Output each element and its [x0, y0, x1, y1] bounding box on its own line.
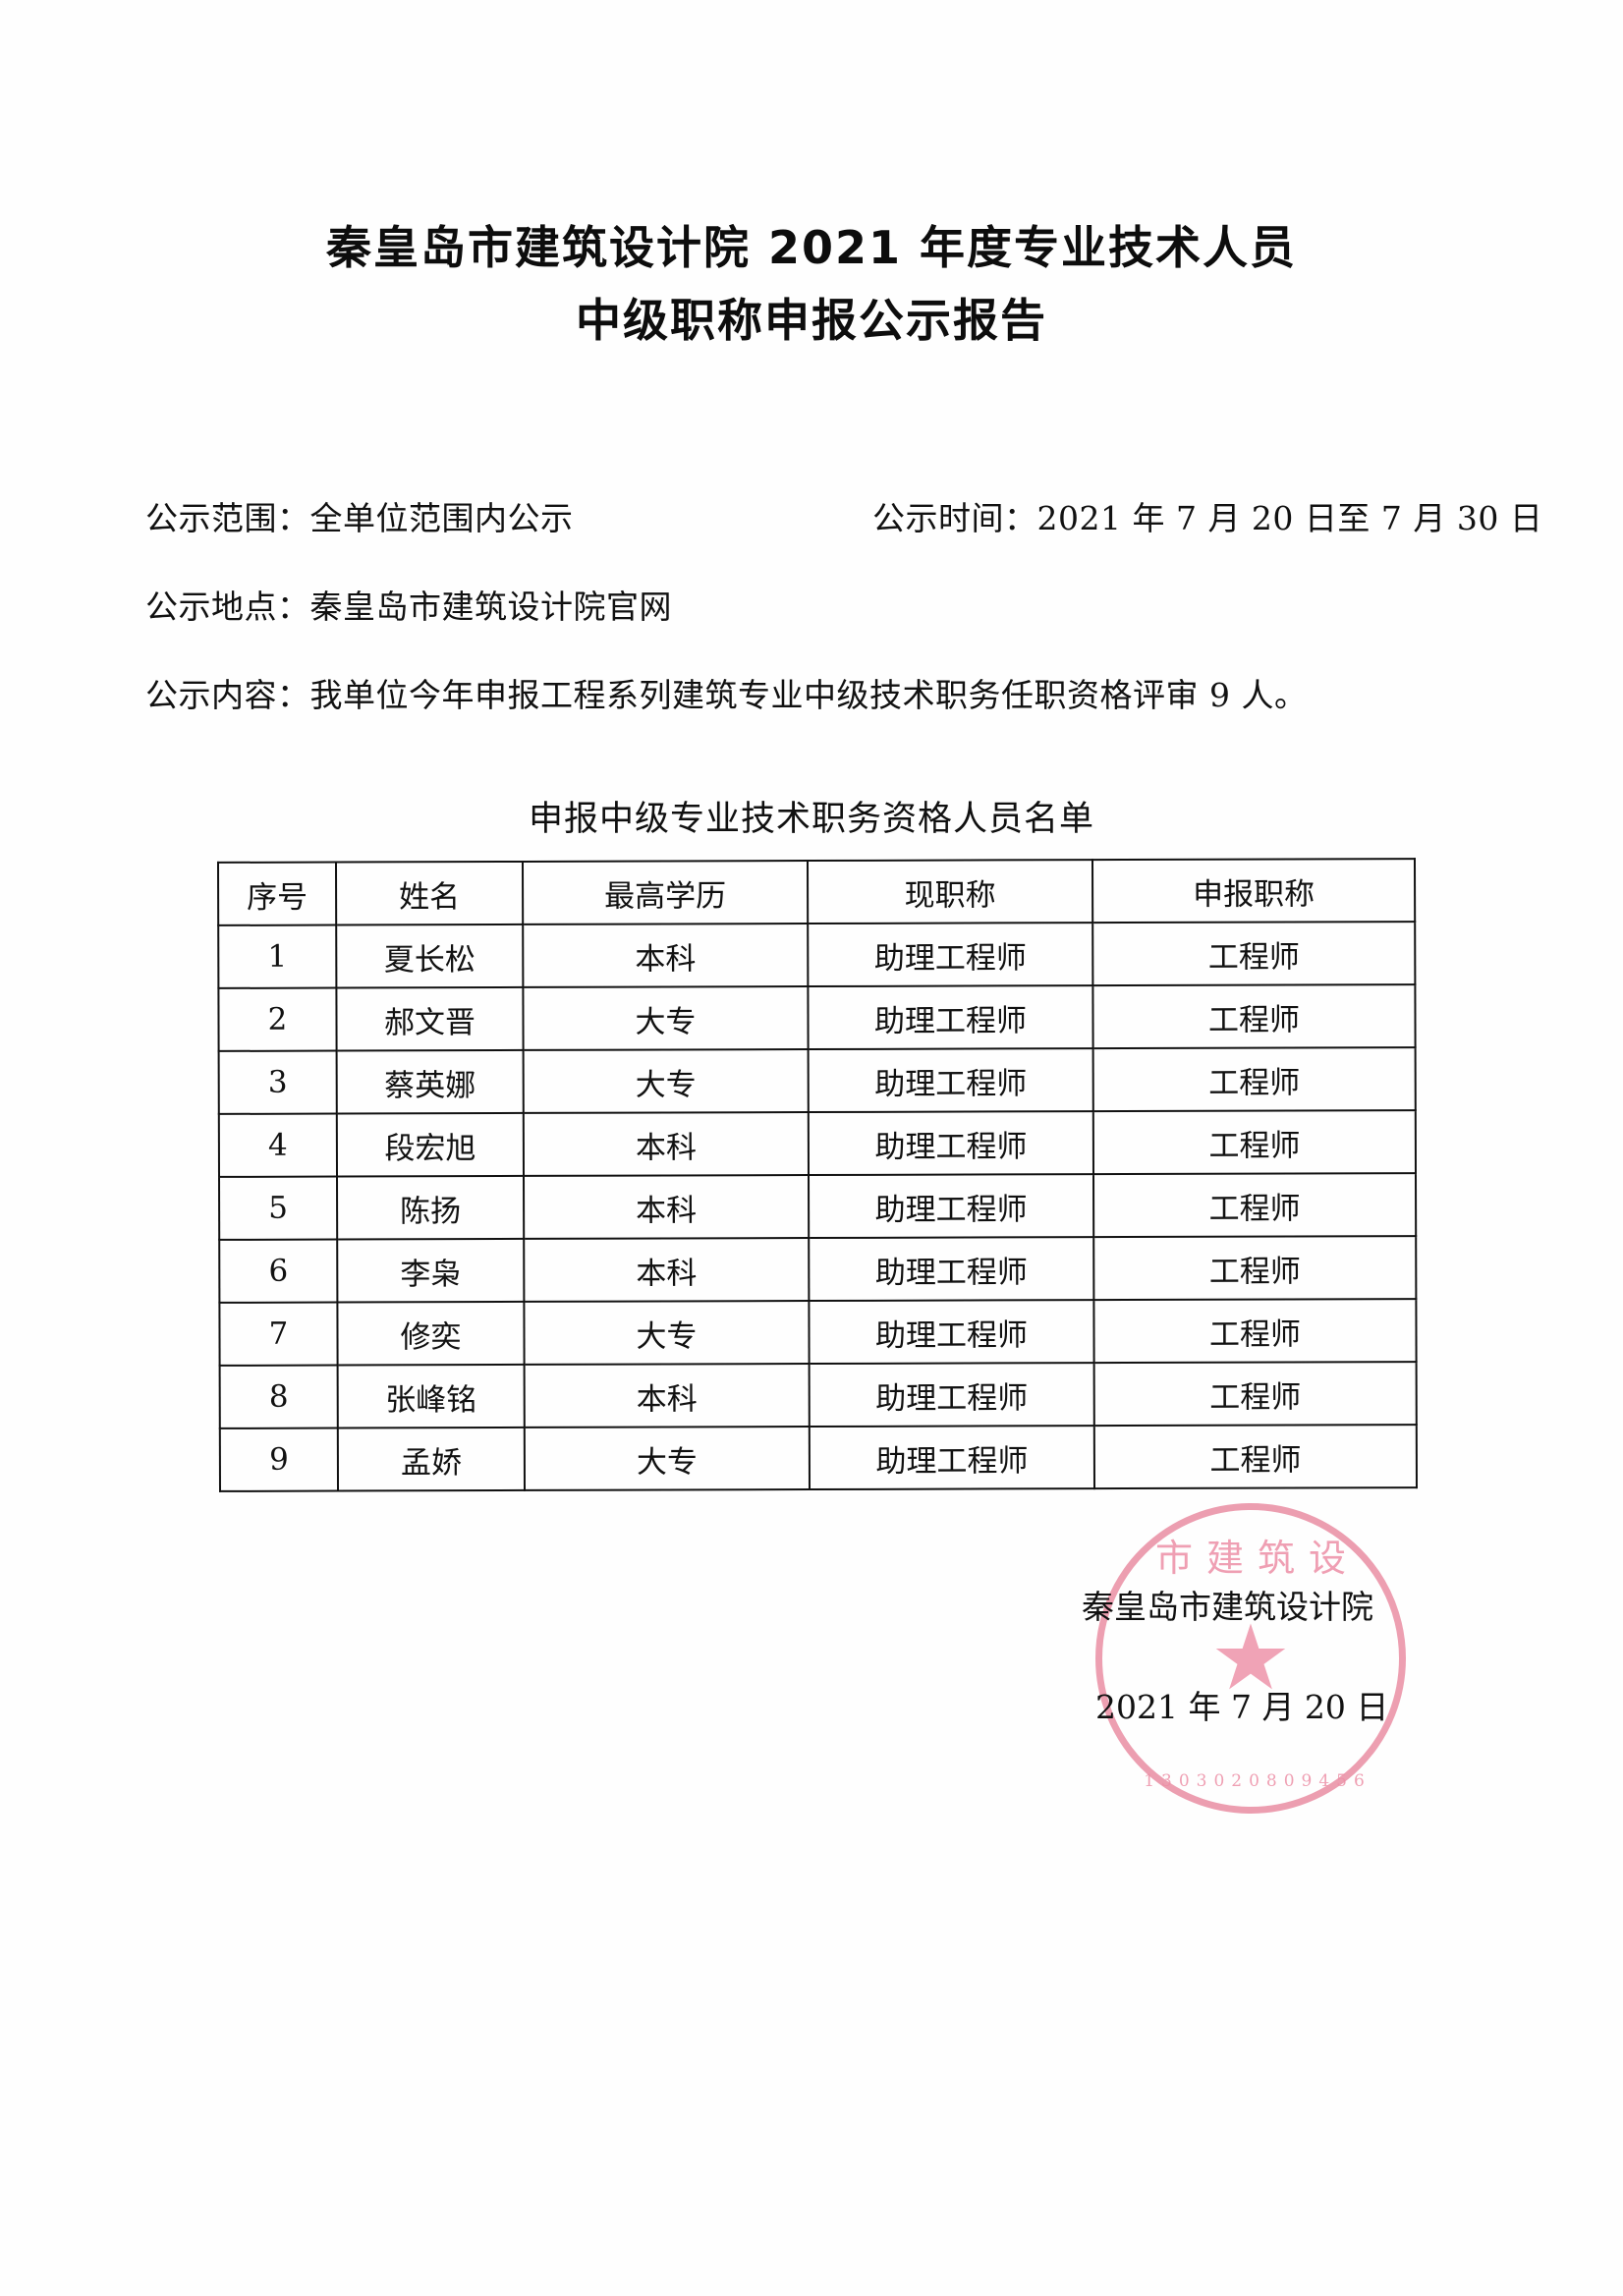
cell-index: 3: [218, 1050, 337, 1114]
cell-name: 蔡英娜: [336, 1049, 524, 1114]
cell-applied-title: 工程师: [1092, 984, 1416, 1049]
field-content: 公示内容：我单位今年申报工程系列建筑专业中级技术职务任职资格评审 9 人。: [145, 673, 1307, 718]
cell-education: 本科: [524, 1238, 810, 1302]
cell-applied-title: 工程师: [1092, 1173, 1417, 1238]
cell-current-title: 助理工程师: [809, 1237, 1094, 1302]
col-header-current-title: 现职称: [807, 860, 1093, 924]
page-title: 秦皇岛市建筑设计院 2021 年度专业技术人员 中级职称申报公示报告: [0, 211, 1623, 357]
cell-index: 7: [219, 1302, 338, 1366]
cell-education: 大专: [524, 1427, 811, 1490]
cell-name: 李枭: [337, 1238, 525, 1303]
cell-current-title: 助理工程师: [809, 1363, 1094, 1428]
official-seal-icon: 市建筑设 ★ 1303020809456: [1095, 1503, 1406, 1814]
seal-top-text: 市建筑设: [1154, 1537, 1360, 1580]
field-content-value: 我单位今年申报工程系列建筑专业中级技术职务任职资格评审 9 人。: [309, 676, 1308, 714]
field-scope-label: 公示范围：: [145, 499, 310, 537]
cell-index: 8: [219, 1365, 338, 1428]
signature-date: 2021 年 7 月 20 日: [1095, 1688, 1389, 1726]
table-row: 8 张峰铭 本科 助理工程师 工程师: [219, 1362, 1417, 1428]
cell-index: 5: [219, 1176, 338, 1240]
cell-applied-title: 工程师: [1092, 922, 1416, 986]
cell-education: 本科: [524, 1364, 810, 1428]
field-scope: 公示范围：全单位范围内公示: [145, 496, 574, 541]
seal-registration-number: 1303020809456: [1144, 1771, 1371, 1791]
field-location-value: 秦皇岛市建筑设计院官网: [309, 588, 672, 626]
cell-index: 2: [218, 987, 337, 1051]
cell-applied-title: 工程师: [1092, 1110, 1416, 1175]
cell-applied-title: 工程师: [1092, 1047, 1416, 1112]
cell-applied-title: 工程师: [1093, 1299, 1417, 1364]
table-row: 5 陈扬 本科 助理工程师 工程师: [219, 1173, 1417, 1240]
cell-education: 本科: [523, 1112, 810, 1176]
cell-current-title: 助理工程师: [809, 1300, 1094, 1365]
field-period-label: 公示时间：: [872, 499, 1037, 537]
cell-index: 1: [218, 924, 337, 988]
table-row: 7 修奕 大专 助理工程师 工程师: [219, 1299, 1417, 1366]
field-row-location: 公示地点：秦皇岛市建筑设计院官网: [145, 585, 1482, 673]
cell-index: 4: [218, 1113, 338, 1177]
cell-current-title: 助理工程师: [808, 1048, 1093, 1113]
cell-applied-title: 工程师: [1093, 1236, 1417, 1301]
cell-current-title: 助理工程师: [809, 1426, 1095, 1490]
cell-name: 陈扬: [337, 1175, 525, 1240]
cell-name: 夏长松: [336, 924, 524, 988]
col-header-index: 序号: [217, 862, 337, 925]
seal-star-icon: ★: [1209, 1605, 1292, 1710]
signature-organization: 秦皇岛市建筑设计院: [1082, 1588, 1373, 1626]
table-row: 3 蔡英娜 大专 助理工程师 工程师: [218, 1047, 1416, 1114]
signature-block: 市建筑设 ★ 1303020809456 秦皇岛市建筑设计院 2021 年 7 …: [1076, 1493, 1469, 1886]
field-row-content: 公示内容：我单位今年申报工程系列建筑专业中级技术职务任职资格评审 9 人。: [145, 673, 1482, 761]
cell-index: 6: [219, 1239, 338, 1303]
field-location: 公示地点：秦皇岛市建筑设计院官网: [145, 585, 672, 630]
cell-applied-title: 工程师: [1093, 1362, 1417, 1427]
cell-education: 本科: [523, 924, 809, 987]
cell-current-title: 助理工程师: [808, 1111, 1093, 1176]
roster-table: 序号 姓名 最高学历 现职称 申报职称 1 夏长松 本科 助理工程师 工程师 2 郝文晋 大专…: [217, 858, 1418, 1492]
title-line-1: 秦皇岛市建筑设计院 2021 年度专业技术人员: [325, 221, 1298, 274]
cell-applied-title: 工程师: [1093, 1425, 1418, 1489]
cell-name: 段宏旭: [336, 1112, 525, 1177]
col-header-name: 姓名: [335, 861, 524, 925]
cell-index: 9: [219, 1428, 339, 1491]
field-location-label: 公示地点：: [145, 588, 310, 626]
field-period: 公示时间：2021 年 7 月 20 日至 7 月 30 日: [872, 496, 1542, 541]
cell-name: 张峰铭: [337, 1364, 525, 1428]
field-period-value: 2021 年 7 月 20 日至 7 月 30 日: [1036, 499, 1543, 537]
table-header-row: 序号 姓名 最高学历 现职称 申报职称: [217, 859, 1416, 925]
cell-education: 大专: [523, 1049, 809, 1113]
field-row-scope: 公示范围：全单位范围内公示 公示时间：2021 年 7 月 20 日至 7 月 …: [145, 496, 1542, 585]
col-header-applied-title: 申报职称: [1091, 859, 1416, 924]
cell-current-title: 助理工程师: [809, 1174, 1094, 1239]
field-scope-value: 全单位范围内公示: [309, 499, 574, 537]
cell-education: 本科: [524, 1175, 810, 1239]
cell-education: 大专: [523, 986, 809, 1050]
field-content-label: 公示内容：: [145, 676, 310, 714]
cell-name: 孟娇: [337, 1427, 526, 1491]
table-row: 1 夏长松 本科 助理工程师 工程师: [218, 922, 1416, 988]
roster-caption: 申报中级专业技术职务资格人员名单: [528, 800, 1094, 839]
cell-name: 郝文晋: [336, 986, 524, 1051]
col-header-education: 最高学历: [522, 861, 809, 924]
table-row: 2 郝文晋 大专 助理工程师 工程师: [218, 984, 1416, 1051]
signature-text: 秦皇岛市建筑设计院 2021 年 7 月 20 日: [1076, 1582, 1469, 1733]
roster-table-body: 1 夏长松 本科 助理工程师 工程师 2 郝文晋 大专 助理工程师 工程师 3 蔡英娜 大专 助理工程师工…: [218, 922, 1418, 1491]
notice-fields: 公示范围：全单位范围内公示 公示时间：2021 年 7 月 20 日至 7 月 …: [145, 496, 1542, 761]
roster-table-container: 序号 姓名 最高学历 现职称 申报职称 1 夏长松 本科 助理工程师 工程师 2 郝文晋 大专…: [217, 858, 1418, 1492]
cell-name: 修奕: [337, 1301, 525, 1366]
cell-education: 大专: [524, 1301, 810, 1365]
table-row: 9 孟娇 大专 助理工程师 工程师: [219, 1425, 1418, 1491]
table-row: 6 李枭 本科 助理工程师 工程师: [219, 1236, 1417, 1303]
table-row: 4 段宏旭 本科 助理工程师 工程师: [218, 1110, 1416, 1177]
cell-current-title: 助理工程师: [808, 985, 1093, 1050]
title-line-2: 中级职称申报公示报告: [576, 294, 1047, 347]
cell-current-title: 助理工程师: [808, 923, 1093, 987]
